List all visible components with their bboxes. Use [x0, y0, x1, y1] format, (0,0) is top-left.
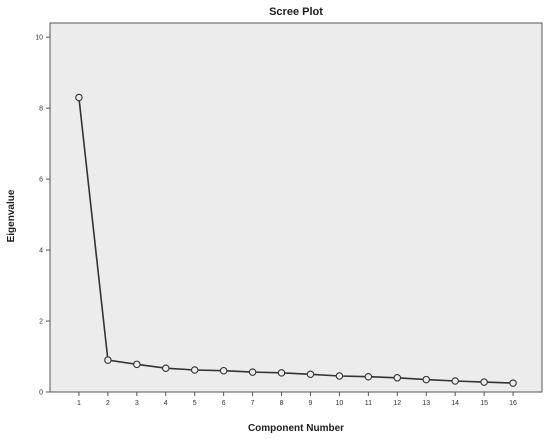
x-tick-label: 3: [135, 400, 139, 407]
data-point: [219, 366, 228, 375]
x-tick-label: 9: [309, 400, 313, 407]
y-tick-label: 10: [35, 35, 43, 42]
data-point: [509, 379, 517, 387]
data-point: [422, 375, 430, 384]
x-axis-label: Component Number: [248, 423, 344, 434]
y-axis-ticks: 0 2 4 6 8 10: [35, 35, 50, 397]
x-tick-label: 13: [422, 400, 430, 407]
data-point: [306, 370, 315, 379]
data-point: [190, 366, 199, 374]
data-point: [364, 372, 373, 381]
data-point: [133, 360, 141, 369]
x-tick-label: 15: [480, 400, 488, 407]
data-point: [451, 377, 459, 385]
data-point: [480, 378, 488, 386]
data-point: [335, 372, 344, 380]
data-point: [162, 364, 170, 372]
x-tick-label: 8: [280, 400, 284, 407]
eigenvalue-series: [75, 93, 517, 387]
data-point: [248, 368, 257, 376]
x-tick-label: 5: [193, 400, 197, 407]
x-axis-ticks: 1 2 3 4 5 6 7 8 9 10 11 12 13 14 15 16: [77, 392, 517, 407]
y-axis-label: Eigenvalue: [6, 189, 17, 242]
data-point: [104, 356, 112, 364]
x-tick-label: 16: [509, 400, 517, 407]
x-tick-label: 10: [336, 400, 344, 407]
eigenvalue-line: [78, 97, 514, 384]
chart-title: Scree Plot: [269, 6, 323, 18]
plot-area: [49, 22, 543, 393]
x-tick-label: 7: [251, 400, 255, 407]
y-tick-label: 4: [39, 248, 43, 255]
y-tick-label: 8: [39, 106, 43, 113]
y-tick-label: 2: [39, 319, 43, 326]
x-tick-label: 12: [393, 400, 401, 407]
data-point: [75, 93, 83, 102]
x-tick-label: 11: [365, 400, 372, 407]
x-tick-label: 2: [106, 400, 110, 407]
x-tick-label: 1: [77, 400, 81, 407]
x-tick-label: 14: [451, 400, 459, 407]
y-tick-label: 6: [39, 177, 43, 184]
data-point: [277, 369, 286, 377]
x-tick-label: 6: [222, 400, 226, 407]
x-tick-label: 4: [164, 400, 168, 407]
y-tick-label: 0: [39, 390, 43, 397]
data-point: [393, 374, 402, 382]
